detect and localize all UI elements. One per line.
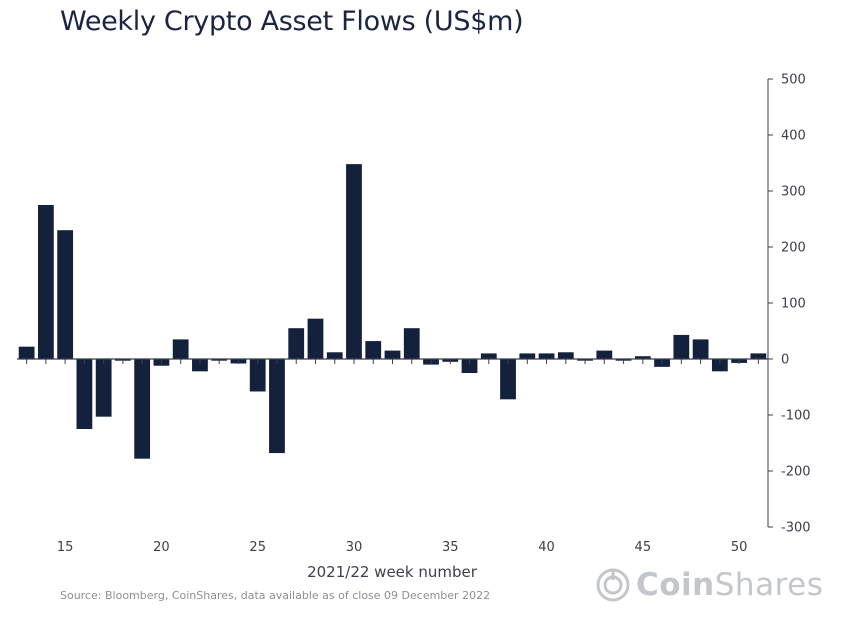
logo-text-shares: Shares [714, 567, 824, 603]
x-tick-label: 15 [57, 540, 74, 555]
bar [596, 350, 613, 359]
bar [57, 230, 74, 359]
bars-group [18, 164, 767, 459]
bar [750, 353, 767, 359]
x-tick-label: 35 [442, 540, 459, 555]
y-tick-label: 200 [781, 241, 806, 256]
y-tick-label: -300 [781, 521, 811, 536]
bar [172, 339, 189, 359]
bar [76, 359, 93, 429]
bar [37, 205, 54, 359]
bar [134, 359, 151, 459]
bar [557, 352, 574, 359]
y-tick-label: -100 [781, 409, 811, 424]
bar [384, 350, 401, 359]
bar [326, 352, 343, 359]
y-tick-label: 300 [781, 185, 806, 200]
x-tick-label: 40 [538, 540, 555, 555]
y-tick-label: 400 [781, 129, 806, 144]
x-axis-label: 2021/22 week number [307, 563, 478, 581]
coinshares-logo: CoinShares [596, 567, 823, 603]
x-tick-label: 25 [249, 540, 266, 555]
bar [500, 359, 516, 400]
bar [307, 318, 324, 359]
coinshares-logo-icon [596, 568, 630, 602]
y-ticks-group: 500 400 300 200 100 0 -100 -200 -300 [768, 73, 811, 536]
chart-title: Weekly Crypto Asset Flows (US$m) [60, 6, 524, 37]
y-tick-label: 0 [781, 353, 789, 368]
bar [95, 359, 112, 417]
bar [269, 359, 285, 454]
x-tick-label: 20 [153, 540, 170, 555]
bar [673, 334, 690, 359]
x-tick-label: 30 [346, 540, 363, 555]
bar [538, 353, 555, 359]
bar [346, 164, 362, 359]
bar [192, 359, 208, 372]
bar [711, 359, 728, 372]
logo-text-coin: Coin [636, 567, 715, 603]
y-tick-label: -200 [781, 465, 811, 480]
x-tick-label: 50 [731, 540, 748, 555]
bar [461, 359, 478, 373]
x-ticks-group: 15 20 25 30 35 40 45 50 [26, 359, 759, 555]
x-tick-label: 45 [635, 540, 652, 555]
source-note: Source: Bloomberg, CoinShares, data avai… [60, 589, 491, 602]
bar [403, 328, 420, 359]
bar [288, 328, 305, 359]
bar [249, 359, 266, 392]
bar [480, 353, 497, 359]
bar [365, 341, 382, 359]
logo-text: CoinShares [636, 567, 823, 603]
bar [634, 356, 651, 359]
bar [692, 339, 709, 359]
y-tick-label: 100 [781, 297, 806, 312]
bar [519, 353, 536, 359]
bar [18, 346, 35, 359]
y-tick-label: 500 [781, 73, 806, 88]
